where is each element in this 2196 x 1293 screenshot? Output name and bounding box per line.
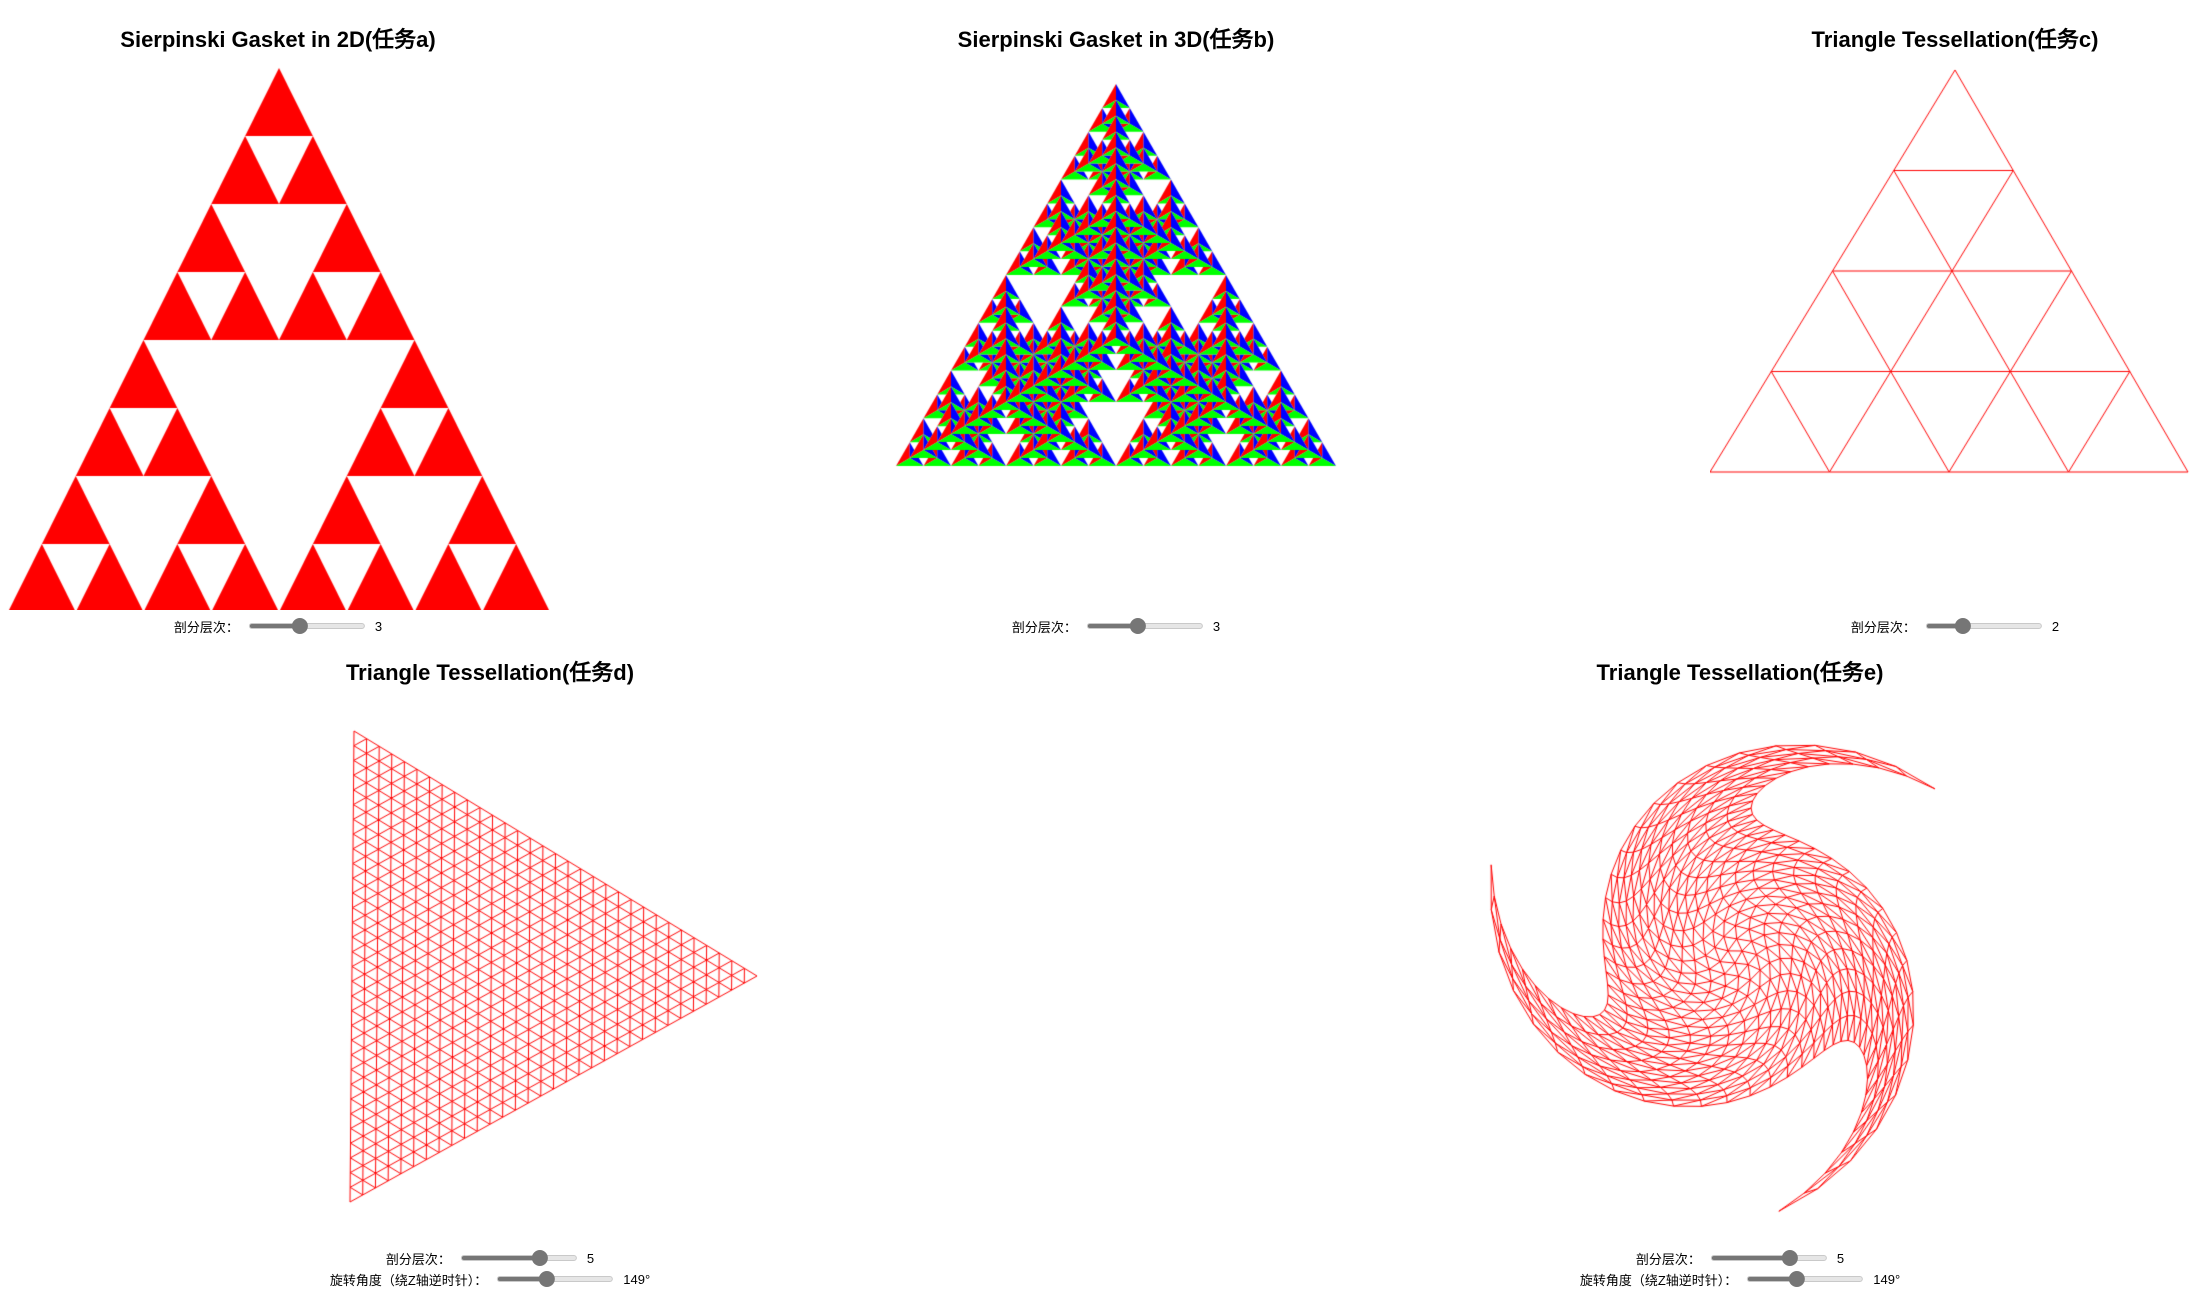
level-slider[interactable] [460,1247,577,1269]
panel-e-angle-control: 旋转角度（绕Z轴逆时针）： 149° [1580,1268,1900,1290]
level-label: 剖分层次： [173,619,239,635]
level-slider[interactable] [248,615,365,637]
slider-thumb[interactable] [291,618,308,634]
panel-e-level-control: 剖分层次： 5 [1636,1247,1844,1269]
slider-track [460,1255,577,1261]
tessellation-c-canvas [1710,60,2196,490]
panel-d-level-control: 剖分层次： 5 [386,1247,594,1269]
level-label: 剖分层次： [385,1251,451,1267]
slider-fill [498,1277,548,1281]
slider-fill [1748,1277,1798,1281]
slider-thumb[interactable] [1782,1250,1799,1266]
slider-track [1710,1255,1827,1261]
slider-track [1925,623,2042,629]
panel-d-title: Triangle Tessellation(任务d) [345,660,635,685]
slider-track [1747,1276,1864,1282]
level-slider[interactable] [1925,615,2042,637]
slider-thumb[interactable] [538,1271,555,1287]
angle-label: 旋转角度（绕Z轴逆时针）： [329,1272,488,1288]
slider-fill [1087,624,1139,628]
level-label: 剖分层次： [1635,1251,1701,1267]
level-slider[interactable] [1086,615,1203,637]
level-value: 3 [1212,618,1221,634]
level-value: 2 [2051,618,2060,634]
panel-a-level-control: 剖分层次： 3 [174,615,382,637]
panel-c-title: Triangle Tessellation(任务c) [1811,27,2099,52]
panel-b-title: Sierpinski Gasket in 3D(任务b) [957,27,1275,52]
tessellation-d-canvas [240,700,760,1280]
panel-b-level-control: 剖分层次： 3 [1012,615,1220,637]
panel-c-level-control: 剖分层次： 2 [1851,615,2059,637]
slider-fill [1926,624,1964,628]
slider-fill [1711,1256,1792,1260]
slider-thumb[interactable] [532,1250,549,1266]
slider-fill [249,624,301,628]
level-label: 剖分层次： [1011,619,1077,635]
level-value: 3 [374,618,383,634]
slider-thumb[interactable] [1788,1271,1805,1287]
slider-fill [461,1256,542,1260]
sierpinski-2d-canvas [0,60,560,610]
tessellation-e-canvas [1440,700,2040,1240]
angle-slider[interactable] [1747,1268,1864,1290]
level-slider[interactable] [1710,1247,1827,1269]
sierpinski-3d-canvas [876,70,1356,490]
level-value: 5 [1836,1250,1845,1266]
angle-slider[interactable] [497,1268,614,1290]
slider-track [497,1276,614,1282]
angle-value: 149° [1873,1271,1901,1287]
panel-d-angle-control: 旋转角度（绕Z轴逆时针）： 149° [330,1268,650,1290]
level-label: 剖分层次： [1850,619,1916,635]
panel-e-title: Triangle Tessellation(任务e) [1596,660,1884,685]
slider-thumb[interactable] [1954,618,1971,634]
slider-thumb[interactable] [1129,618,1146,634]
panel-a-title: Sierpinski Gasket in 2D(任务a) [120,27,436,52]
angle-label: 旋转角度（绕Z轴逆时针）： [1579,1272,1738,1288]
level-value: 5 [586,1250,595,1266]
angle-value: 149° [623,1271,651,1287]
